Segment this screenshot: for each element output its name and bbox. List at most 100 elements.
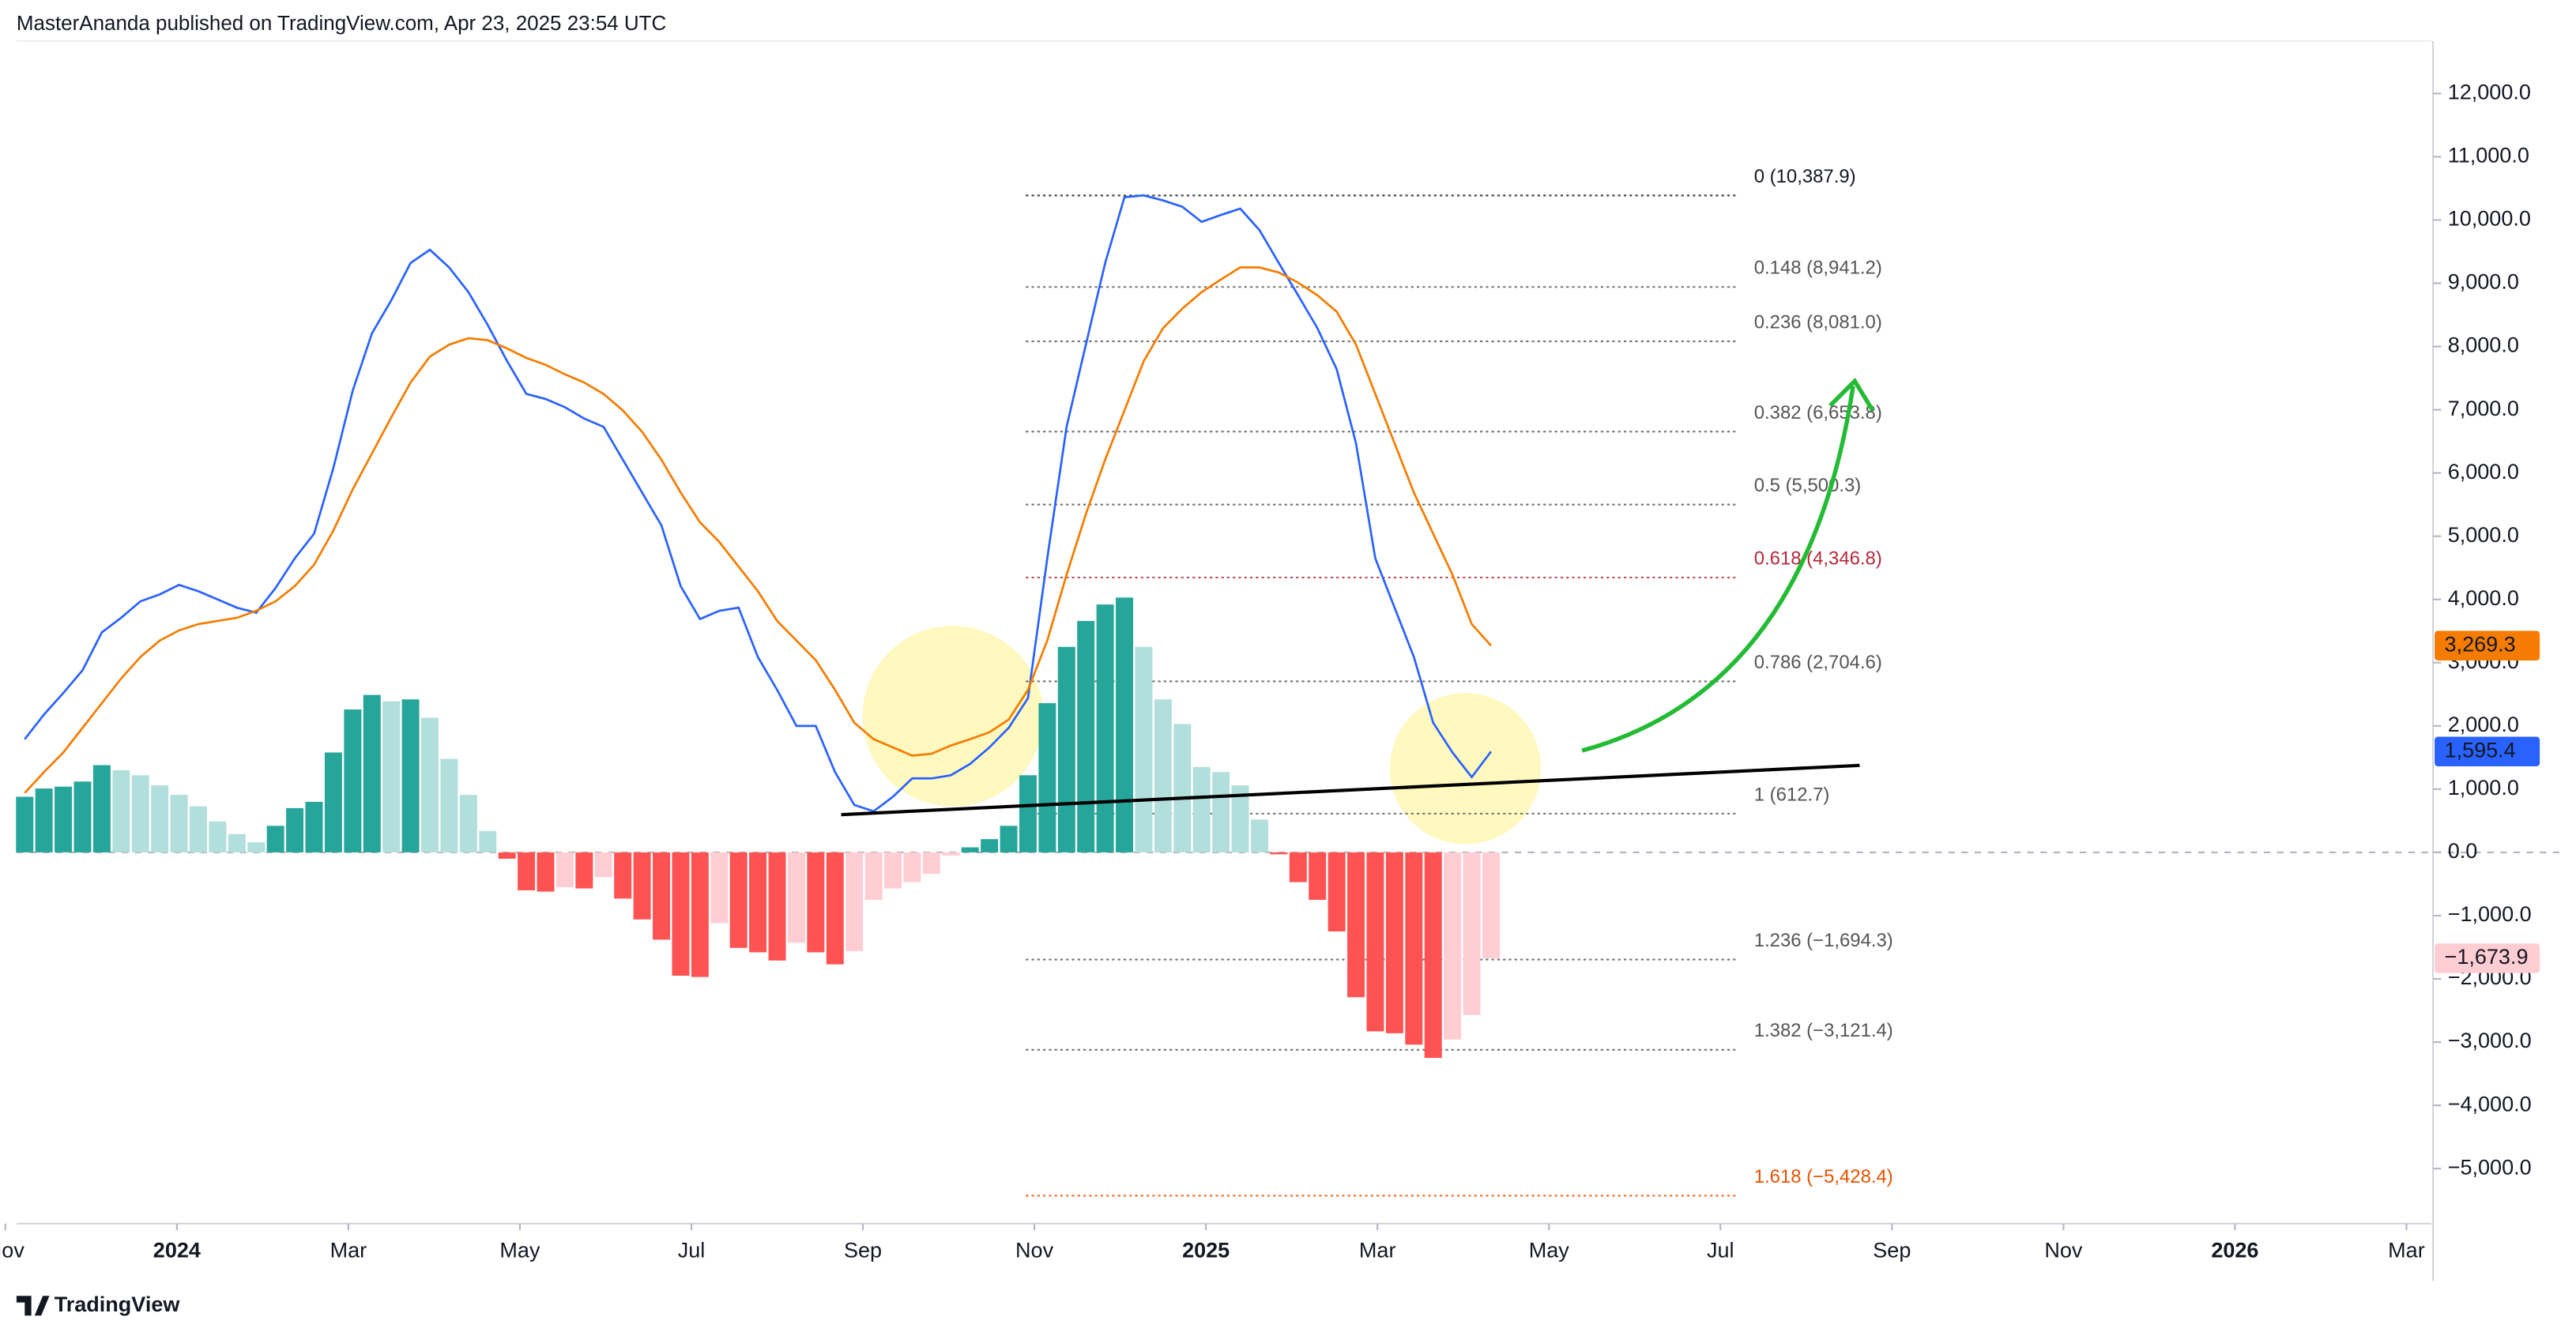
histogram-bar — [1135, 646, 1153, 852]
histogram-bar — [421, 717, 439, 852]
histogram-bar — [1463, 852, 1481, 1015]
series-line — [24, 194, 1493, 813]
logo: TradingView — [16, 1292, 181, 1316]
y-tick-label: 8,000.0 — [2448, 333, 2519, 357]
series-line — [24, 266, 1492, 794]
histogram-bar — [1444, 852, 1462, 1040]
y-tick-label: −4,000.0 — [2448, 1092, 2532, 1116]
fib-label: 0.5 (5,500.3) — [1754, 475, 1861, 496]
y-tick-label: 10,000.0 — [2448, 207, 2531, 231]
arrow — [1581, 386, 1855, 753]
fib-label: 1 (612.7) — [1754, 784, 1830, 805]
fib-label: 0.236 (8,081.0) — [1754, 312, 1882, 333]
y-tick-label: 11,000.0 — [2448, 144, 2529, 167]
histogram-bar — [845, 852, 864, 951]
arrow-head — [1828, 377, 1875, 412]
histogram-bar — [922, 852, 940, 875]
histogram-bar — [1366, 852, 1384, 1032]
histogram-bar — [55, 786, 73, 852]
histogram-bar — [942, 852, 960, 856]
histogram-bar — [1231, 785, 1249, 852]
histogram-bar — [710, 852, 729, 924]
histogram-bar — [1405, 852, 1423, 1045]
histogram-bar — [614, 852, 632, 899]
histogram-bar — [1385, 852, 1403, 1033]
histogram-bar — [1192, 766, 1211, 852]
y-tick-label: 2,000.0 — [2448, 713, 2519, 736]
histogram-bar — [440, 758, 458, 852]
x-tick-label: May — [499, 1238, 540, 1262]
histogram-bar — [92, 765, 111, 852]
y-tick-label: −3,000.0 — [2448, 1029, 2532, 1052]
histogram-bar — [1057, 646, 1075, 852]
histogram-bar — [1347, 852, 1365, 998]
histogram-bar — [1116, 597, 1134, 852]
fib-label: 0.618 (4,346.8) — [1754, 547, 1882, 569]
price-label-box — [2435, 736, 2540, 766]
price-label: 3,269.3 — [2445, 632, 2516, 656]
x-tick-label: 2026 — [2211, 1238, 2258, 1262]
logo-icon — [16, 1296, 50, 1316]
histogram-bar — [1482, 852, 1500, 958]
histogram-bar — [401, 699, 420, 852]
price-label: 1,595.4 — [2445, 738, 2516, 762]
histogram-bar — [518, 852, 536, 890]
header: MasterAnanda published on TradingView.co… — [17, 11, 666, 35]
histogram-bar — [190, 806, 207, 852]
price-label-box — [2435, 943, 2540, 973]
histogram-bar — [324, 752, 342, 852]
histogram-bar — [16, 796, 34, 852]
y-tick-label: 5,000.0 — [2448, 523, 2519, 547]
histogram-bar — [1328, 852, 1346, 931]
histogram-bar — [479, 830, 497, 852]
histogram-bar — [884, 852, 902, 889]
histogram-bar — [131, 775, 149, 852]
histogram-bar — [826, 852, 844, 965]
histogram-bar — [537, 852, 555, 892]
highlights — [862, 626, 1542, 845]
histogram-bar — [672, 852, 690, 976]
histogram-bar — [653, 852, 670, 940]
histogram-bar — [1289, 852, 1307, 882]
histogram-bar — [247, 842, 266, 852]
histogram-bar — [1000, 826, 1018, 852]
y-tick-label: −1,000.0 — [2448, 902, 2532, 926]
x-tick-label: Nov — [2044, 1238, 2083, 1262]
histogram-bar — [73, 781, 92, 852]
histogram-bar — [112, 769, 130, 852]
histogram-bar — [1077, 620, 1095, 852]
histogram-bar — [903, 852, 921, 882]
histogram-bar — [1038, 703, 1056, 852]
y-tick-label: 7,000.0 — [2448, 397, 2519, 420]
histogram-bar — [633, 852, 651, 920]
x-tick-label: Mar — [330, 1238, 367, 1262]
histogram-bar — [981, 839, 999, 852]
histogram-bar — [1212, 772, 1230, 852]
histogram-bar — [1270, 852, 1288, 855]
x-tick-label: Mar — [2388, 1238, 2425, 1262]
trendline — [841, 763, 1860, 817]
y-tick-label: 1,000.0 — [2448, 776, 2519, 800]
fib-label: 0.148 (8,941.2) — [1754, 258, 1882, 279]
y-tick-label: 9,000.0 — [2448, 270, 2519, 294]
histogram-bar — [151, 785, 169, 852]
attribution: TradingView — [55, 1292, 181, 1316]
histogram-bar — [749, 852, 767, 953]
histogram-bar — [170, 795, 188, 852]
x-tick-label: Mar — [1359, 1238, 1396, 1262]
histogram-bar — [344, 709, 362, 852]
histogram-bar — [1309, 852, 1327, 900]
x-tick-label: 2025 — [1182, 1238, 1230, 1262]
x-tick-label: Nov — [1015, 1238, 1054, 1262]
histogram-bar — [768, 852, 786, 961]
histogram-bar — [729, 852, 748, 948]
histogram-bar — [286, 807, 304, 852]
histogram-bar — [691, 852, 709, 977]
highlight-circle — [862, 626, 1044, 807]
y-tick-label: 6,000.0 — [2448, 460, 2519, 484]
fib-label: 0.382 (6,653.8) — [1754, 402, 1882, 423]
histogram-bar — [1096, 604, 1114, 852]
histogram-bar — [1424, 852, 1442, 1059]
